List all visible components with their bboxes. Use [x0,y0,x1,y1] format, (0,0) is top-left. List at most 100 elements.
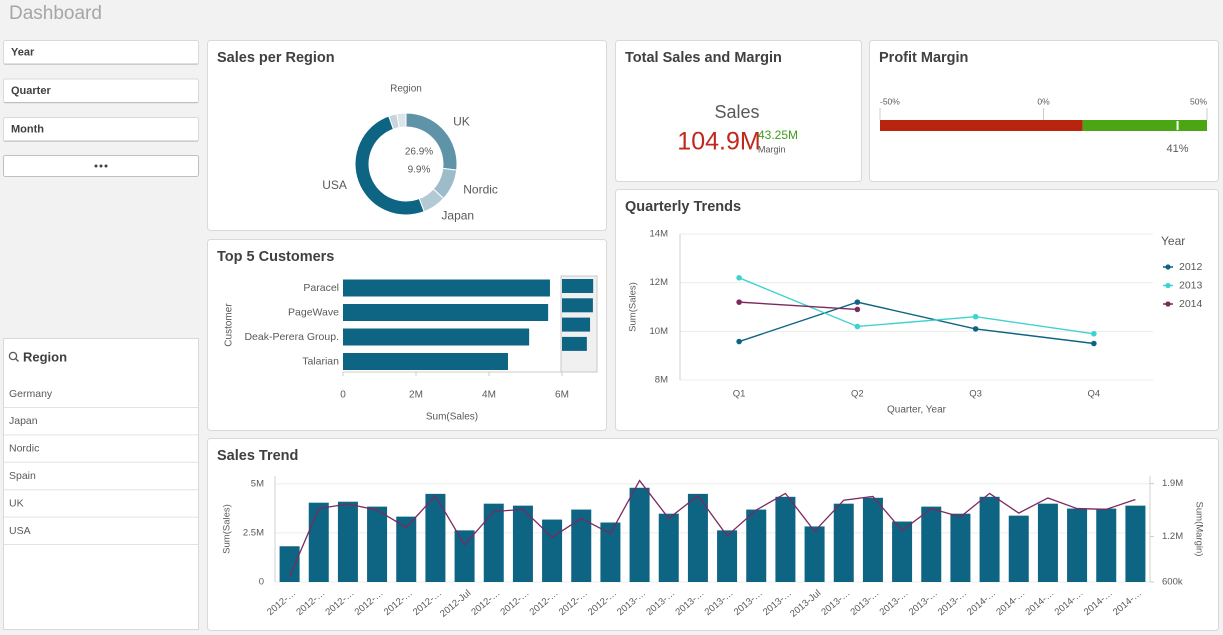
search-icon-handle [15,358,19,362]
bar[interactable] [1096,508,1117,582]
data-point[interactable] [972,326,979,332]
region-item[interactable]: Japan [9,415,38,427]
bar[interactable] [629,487,650,582]
region-listbox-title: Region [23,349,67,364]
bar[interactable] [1008,515,1029,582]
region-item[interactable]: Nordic [9,443,39,455]
bar[interactable] [396,516,417,582]
bar[interactable] [483,503,504,582]
bar[interactable] [746,509,767,582]
page-title: Dashboard [9,3,102,24]
legend-swatch-dot [1165,264,1171,270]
bar[interactable] [571,509,592,582]
data-point[interactable] [854,299,861,305]
bar[interactable] [833,503,854,582]
legend-label[interactable]: 2012 [1179,261,1203,273]
data-point[interactable] [736,338,742,345]
bar[interactable] [775,496,796,582]
category-label: Talarian [302,355,339,367]
y2-tick-label: 600k [1162,577,1183,588]
slice-label: Nordic [463,182,498,196]
bar[interactable] [308,502,329,582]
dot [104,164,108,168]
data-point[interactable] [972,313,979,320]
data-point[interactable] [736,299,742,305]
gauge-band [1082,120,1207,131]
kpi-label: Sales [714,102,759,122]
card-title: Quarterly Trends [625,199,741,215]
y-axis-label: Sum(Sales) [628,282,639,332]
bar[interactable] [804,526,825,582]
y-tick-label: 14M [650,229,669,240]
data-point[interactable] [854,323,861,330]
bar[interactable] [921,506,942,582]
bar[interactable] [892,521,913,582]
x-tick-label: 6M [555,390,569,401]
bar[interactable] [337,501,358,582]
y2-tick-label: 1.2M [1162,531,1183,542]
kpi-secondary-label: Margin [758,144,786,154]
legend-swatch-dot [1165,282,1171,289]
bar[interactable] [862,497,883,582]
bar[interactable] [454,530,475,582]
data-point[interactable] [854,306,861,313]
bar[interactable] [425,493,446,582]
bar[interactable] [367,506,388,582]
card-title: Total Sales and Margin [625,50,782,66]
slice-label: UK [453,114,470,128]
data-point[interactable] [1091,330,1097,337]
bar[interactable] [343,328,530,346]
bar[interactable] [279,546,300,582]
card-title: Sales Trend [217,448,298,464]
bar[interactable] [600,522,621,582]
legend-label[interactable]: 2013 [1179,279,1203,291]
bar[interactable] [542,519,563,582]
series-line [739,301,858,311]
bar[interactable] [343,353,508,370]
category-label: Deak-Perera Group. [244,331,339,343]
y-axis-label: Sum(Sales) [222,504,233,554]
mini-bar [562,298,593,313]
card [615,189,1219,431]
y-axis-label: Customer [224,303,235,347]
bar[interactable] [1125,505,1146,582]
filter-label[interactable]: Quarter [11,85,51,97]
kpi-value: 104.9M [677,128,760,156]
bar[interactable] [343,279,550,297]
bar[interactable] [687,493,708,582]
category-label: Paracel [303,282,339,294]
slice-value-label: 9.9% [408,165,431,176]
legend-swatch-dot [1165,301,1171,307]
bar[interactable] [717,530,738,582]
data-point[interactable] [1091,340,1097,347]
slice-label: Japan [441,208,474,222]
slice-value-label: 26.9% [405,147,433,158]
series-line [288,479,1136,577]
bar[interactable] [1067,508,1088,582]
filter-label[interactable]: Year [11,46,35,58]
bar[interactable] [343,304,549,321]
bar[interactable] [950,513,971,582]
gauge-tick-label: -50% [880,96,900,106]
bar[interactable] [979,496,1000,582]
region-item[interactable]: USA [9,525,31,537]
dot [94,164,98,168]
category-label: PageWave [288,306,339,318]
card-title: Top 5 Customers [217,249,334,265]
region-item[interactable]: UK [9,497,24,509]
filter-label[interactable]: Month [11,123,44,135]
region-item[interactable]: Spain [9,470,36,482]
region-item[interactable]: Germany [9,388,53,400]
data-point[interactable] [736,275,742,281]
bar[interactable] [1037,503,1058,582]
search-icon[interactable] [8,351,18,361]
bar[interactable] [512,505,533,582]
bar[interactable] [658,513,679,582]
legend-label[interactable]: 2014 [1179,298,1203,310]
x-axis-label: Sum(Sales) [426,412,478,423]
series-line [738,277,1094,335]
region-listbox [3,338,199,630]
x-tick-label: Q1 [733,389,746,400]
more-button[interactable] [3,155,199,177]
